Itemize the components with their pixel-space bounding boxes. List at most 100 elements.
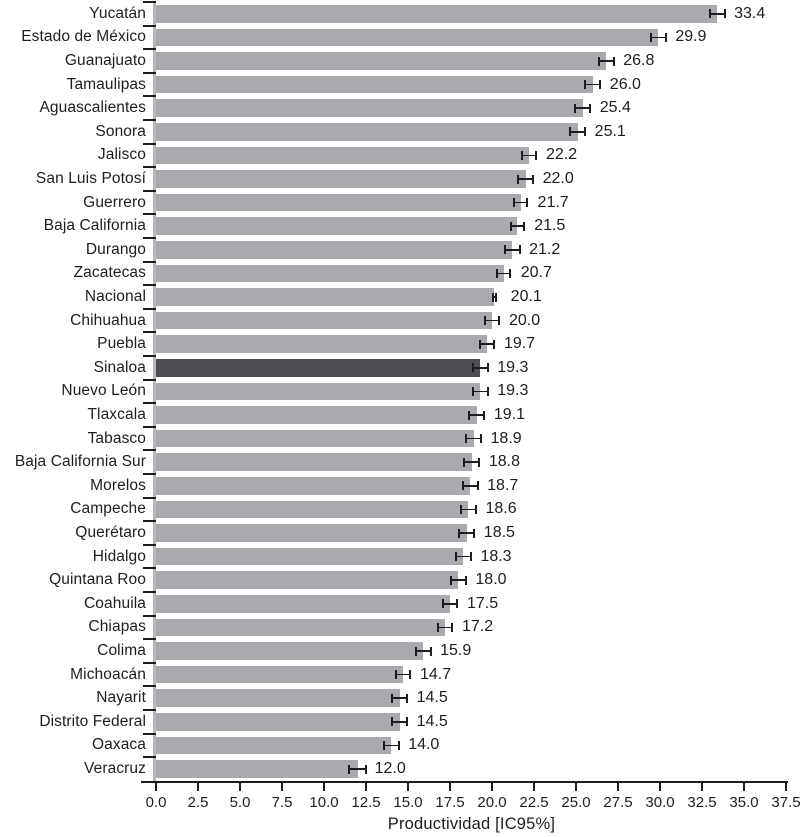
bar xyxy=(156,52,607,70)
category-label: Coahuila xyxy=(84,594,146,612)
ci-error-bar xyxy=(460,504,477,514)
ci-error-bar xyxy=(450,575,467,585)
category-label: Veracruz xyxy=(84,759,146,777)
x-tick-label: 22.5 xyxy=(519,793,549,811)
bar xyxy=(156,406,477,424)
ci-error-bar xyxy=(517,174,534,184)
y-axis-tick xyxy=(142,543,156,546)
ci-whisker-line xyxy=(452,579,465,581)
category-label: Guerrero xyxy=(83,193,146,211)
x-axis-tick xyxy=(449,782,451,791)
ci-error-bar xyxy=(465,434,482,444)
bar xyxy=(156,689,400,707)
bar xyxy=(156,547,464,566)
ci-whisker-line xyxy=(519,178,532,180)
value-label: 14.7 xyxy=(419,665,452,683)
ci-whisker-line xyxy=(651,36,665,39)
bar xyxy=(156,665,403,684)
value-label: 14.5 xyxy=(416,712,448,730)
bar xyxy=(156,618,445,637)
value-label: 19.3 xyxy=(497,382,529,400)
x-tick-label: 15.0 xyxy=(393,793,423,811)
value-label: 20.7 xyxy=(520,264,552,282)
ci-error-bar xyxy=(441,599,459,609)
category-label: Yucatán xyxy=(89,4,146,22)
category-label: Nuevo León xyxy=(61,382,146,400)
y-axis-tick xyxy=(142,567,156,570)
x-axis-tick xyxy=(281,782,283,791)
bar xyxy=(156,311,492,330)
ci-error-bar xyxy=(520,150,538,160)
x-axis-line xyxy=(141,780,788,783)
y-axis-tick xyxy=(142,1,156,3)
x-tick-label: 35.0 xyxy=(729,793,759,811)
ci-whisker-line xyxy=(599,60,613,62)
x-axis-title: Productividad [IC95%] xyxy=(387,814,556,833)
ci-error-bar xyxy=(503,245,521,255)
bar xyxy=(156,123,578,141)
ci-whisker-line xyxy=(571,131,585,133)
ci-whisker-line xyxy=(396,673,410,676)
ci-whisker-line xyxy=(457,555,470,558)
value-label: 21.5 xyxy=(534,217,566,235)
ci-error-bar xyxy=(569,127,587,137)
value-label: 18.9 xyxy=(490,429,522,447)
ci-error-bar xyxy=(513,198,529,208)
bar xyxy=(156,75,593,94)
value-label: 22.0 xyxy=(542,169,574,187)
y-axis-tick xyxy=(142,260,156,263)
category-label: Estado de México xyxy=(21,28,146,46)
value-label: 18.8 xyxy=(488,453,520,471)
x-axis-tick xyxy=(365,782,367,791)
bar xyxy=(156,429,474,448)
category-label: Nacional xyxy=(84,287,146,305)
x-tick-label: 37.5 xyxy=(771,793,801,811)
y-axis-tick xyxy=(142,685,156,688)
x-axis-tick xyxy=(533,782,535,791)
category-label: Hidalgo xyxy=(92,547,146,565)
y-axis-tick xyxy=(142,71,156,74)
y-axis-tick xyxy=(142,520,156,523)
value-label: 25.1 xyxy=(594,122,626,140)
value-label: 19.1 xyxy=(493,405,526,423)
y-axis-tick xyxy=(142,142,156,145)
category-label: Chihuahua xyxy=(70,311,146,329)
x-axis-tick xyxy=(197,782,199,791)
value-label: 21.2 xyxy=(529,240,561,258)
ci-whisker-line xyxy=(443,603,457,605)
ci-whisker-line xyxy=(463,485,477,487)
x-tick-label: 30.0 xyxy=(645,793,675,811)
ci-error-bar xyxy=(436,622,454,632)
bar xyxy=(156,5,718,23)
category-label: Chiapas xyxy=(88,618,146,636)
ci-whisker-line xyxy=(393,697,406,699)
ci-whisker-line xyxy=(350,768,365,770)
ci-error-bar xyxy=(414,646,432,656)
value-label: 17.2 xyxy=(461,618,494,636)
bar xyxy=(156,28,659,47)
x-axis-tick xyxy=(743,782,745,791)
x-axis-tick xyxy=(323,782,325,791)
value-label: 15.9 xyxy=(440,641,472,659)
ci-error-bar xyxy=(391,693,408,703)
ci-error-bar xyxy=(509,221,525,231)
x-axis-tick xyxy=(239,782,241,791)
bar xyxy=(156,642,424,660)
bar xyxy=(156,736,392,755)
category-label: Michoacán xyxy=(70,665,146,683)
value-label: 19.3 xyxy=(497,358,529,376)
category-label: Sinaloa xyxy=(93,358,146,376)
ci-error-bar xyxy=(468,410,486,420)
ci-whisker-line xyxy=(710,13,724,15)
category-label: Nayarit xyxy=(96,689,146,707)
category-label: Sonora xyxy=(95,122,146,140)
value-label: 14.5 xyxy=(416,689,448,707)
ci-whisker-line xyxy=(586,83,600,86)
y-axis-tick xyxy=(142,496,156,499)
y-axis-tick xyxy=(142,166,156,169)
ci-error-bar xyxy=(461,481,479,491)
category-label: Querétaro xyxy=(75,523,146,541)
ci-error-bar xyxy=(382,740,400,750)
bar xyxy=(156,264,504,283)
bar xyxy=(156,524,467,542)
